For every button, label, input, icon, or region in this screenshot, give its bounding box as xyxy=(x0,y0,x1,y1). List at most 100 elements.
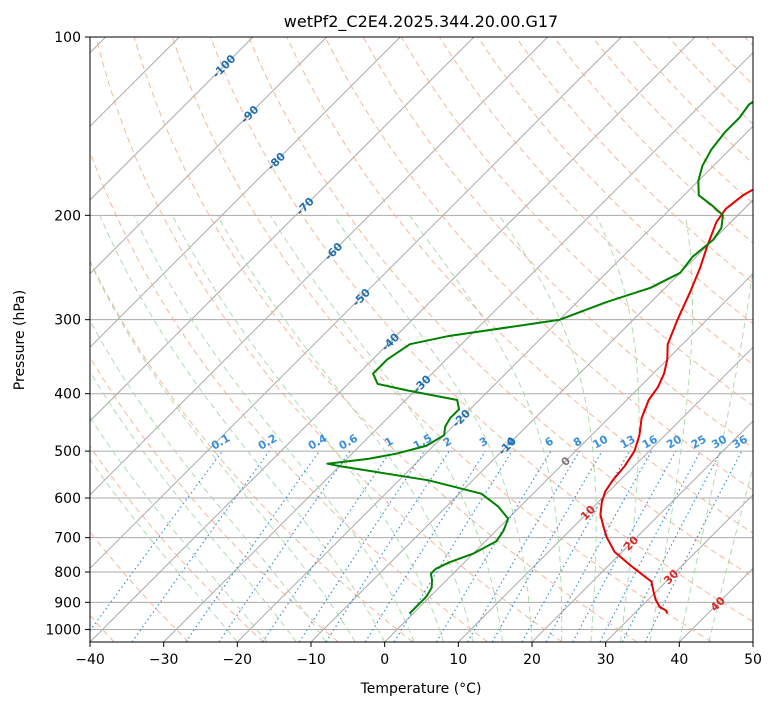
x-tick-label: −40 xyxy=(75,652,105,668)
isotherm-line xyxy=(457,346,753,642)
isotherm-line xyxy=(384,272,753,642)
mixing-ratio-line xyxy=(131,450,270,642)
y-tick-label: 300 xyxy=(54,313,81,329)
background-guides xyxy=(90,37,753,642)
mixing-ratio-line xyxy=(572,450,677,642)
moist-adiabat xyxy=(269,215,503,642)
moist-adiabat xyxy=(90,458,238,642)
isotherm-line xyxy=(90,37,254,201)
isotherm-line xyxy=(605,493,753,642)
moist-adiabat xyxy=(133,215,415,642)
isotherm-label: -50 xyxy=(350,286,373,309)
isotherm-line xyxy=(90,37,401,349)
plot-frame xyxy=(89,36,754,643)
mixing-ratio-label: 0.1 xyxy=(209,432,232,453)
moist-adiabat xyxy=(90,370,297,642)
moist-adiabat xyxy=(90,319,327,642)
isotherm-label: -80 xyxy=(265,150,288,173)
mixing-ratio-line xyxy=(599,450,702,642)
y-tick-label: 200 xyxy=(54,208,81,224)
dry-adiabat xyxy=(95,37,563,642)
isotherm-label: -10 xyxy=(496,434,519,457)
isotherm-label: -90 xyxy=(238,103,261,126)
x-tick-label: 20 xyxy=(523,652,541,668)
isotherm-line xyxy=(90,37,622,570)
mixing-ratio-line xyxy=(298,450,425,642)
mixing-ratio-label: 36 xyxy=(730,432,750,451)
isotherm-label: 30 xyxy=(661,567,681,587)
isotherm-line xyxy=(236,125,753,642)
mixing-ratio-label: 0.4 xyxy=(306,431,330,452)
dry-adiabat xyxy=(553,37,753,244)
dry-adiabat xyxy=(286,37,753,534)
dry-adiabat xyxy=(591,37,753,204)
dry-adiabat xyxy=(90,531,190,642)
mixing-ratio-line xyxy=(435,450,552,642)
x-axis: −40 −30 −20 −10 0 10 20 30 40 50 xyxy=(75,642,762,668)
mixing-ratio-line xyxy=(262,450,392,642)
mixing-ratio-label: 25 xyxy=(689,433,709,452)
dry-adiabat xyxy=(171,37,712,642)
dry-adiabat xyxy=(668,37,753,125)
isotherm-line xyxy=(163,51,753,642)
y-axis-label: Pressure (hPa) xyxy=(12,290,28,390)
x-tick-label: 30 xyxy=(597,652,615,668)
mixing-ratio-label: 3 xyxy=(477,435,490,450)
x-tick-label: −10 xyxy=(296,652,326,668)
moist-adiabat xyxy=(649,215,693,642)
isotherm-line xyxy=(90,37,696,642)
dewpoint-line xyxy=(326,100,753,615)
mixing-ratio-label: 10 xyxy=(591,432,611,451)
isotherm-line xyxy=(90,37,475,422)
mixing-ratio-line xyxy=(466,450,580,642)
moist-adiabat xyxy=(708,465,753,642)
temperature-line xyxy=(599,188,753,614)
y-axis: 100 200 300 400 500 600 700 800 900 1000 xyxy=(45,30,90,638)
y-tick-label: 1000 xyxy=(45,622,81,638)
moist-adiabat xyxy=(678,264,753,642)
chart-title: wetPf2_C2E4.2025.344.20.00.G17 xyxy=(284,12,558,32)
moist-adiabat xyxy=(172,215,445,642)
dry-adiabat xyxy=(133,37,638,642)
y-tick-label: 700 xyxy=(54,531,81,547)
x-tick-label: 50 xyxy=(744,652,762,668)
mixing-ratio-label: 6 xyxy=(543,434,556,449)
mixing-ratio-line xyxy=(185,450,320,642)
x-tick-label: 10 xyxy=(449,652,467,668)
dry-adiabat xyxy=(706,37,753,86)
dry-adiabat xyxy=(438,37,753,366)
mixing-ratio-line xyxy=(90,450,223,632)
mixing-ratio-line xyxy=(644,450,743,642)
y-tick-label: 900 xyxy=(54,595,81,611)
moist-adiabat xyxy=(409,215,563,642)
moist-adiabat xyxy=(498,215,597,642)
mixing-ratio-line xyxy=(393,450,513,642)
mixing-ratio-label: 30 xyxy=(709,432,729,451)
moist-adiabat xyxy=(90,260,356,642)
dry-adiabat xyxy=(210,37,753,623)
dry-adiabat xyxy=(90,445,264,642)
isotherm-label: 40 xyxy=(708,594,728,614)
moist-adiabat xyxy=(90,416,268,642)
x-tick-label: −20 xyxy=(223,652,253,668)
moist-adiabat xyxy=(99,215,386,642)
x-tick-label: 0 xyxy=(380,652,389,668)
dry-adiabat xyxy=(248,37,753,578)
x-tick-label: 40 xyxy=(670,652,688,668)
y-tick-label: 500 xyxy=(54,444,81,460)
x-tick-label: −30 xyxy=(149,652,179,668)
mixing-ratio-line xyxy=(218,450,351,642)
dry-adiabat xyxy=(90,356,339,642)
isotherm-line xyxy=(90,37,328,275)
dry-adiabat xyxy=(744,37,753,47)
mixing-ratio-label: 16 xyxy=(640,432,660,451)
moist-adiabat xyxy=(595,215,640,642)
isotherm-label: -60 xyxy=(322,240,345,263)
isotherm-label: -40 xyxy=(379,330,402,353)
mixing-ratio-label: 1 xyxy=(382,435,395,450)
dry-adiabat xyxy=(324,37,753,491)
isotherm-label: 0 xyxy=(559,454,574,469)
mixing-ratio-line xyxy=(364,450,486,642)
y-tick-label: 800 xyxy=(54,565,81,581)
